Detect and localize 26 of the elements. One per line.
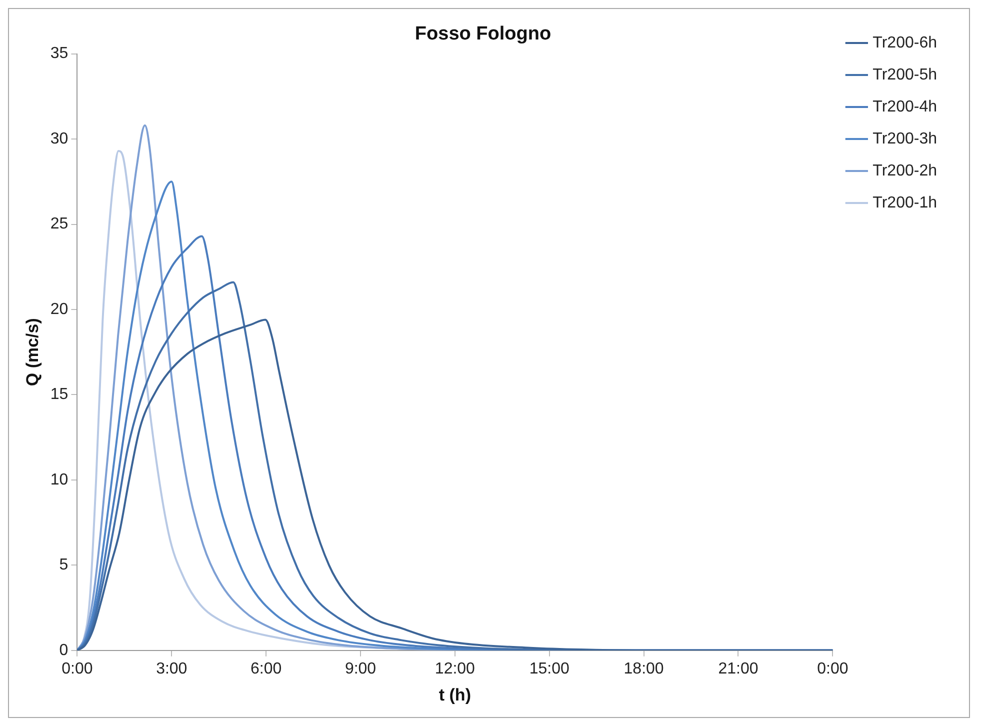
x-tick-label: 15:00 xyxy=(529,660,570,678)
chart-title: Fosso Fologno xyxy=(414,24,552,45)
y-tick-label: 25 xyxy=(50,216,68,233)
x-tick-label: 3:00 xyxy=(156,660,188,678)
legend-label: Tr200-4h xyxy=(872,98,937,116)
y-tick-label: 15 xyxy=(50,386,68,404)
y-tick-label: 10 xyxy=(50,471,68,488)
y-tick-label: 35 xyxy=(50,45,68,62)
x-tick-label: 9:00 xyxy=(344,660,376,678)
legend-label: Tr200-3h xyxy=(872,130,937,148)
y-tick-label: 0 xyxy=(59,642,68,659)
legend-label: Tr200-5h xyxy=(872,66,937,84)
x-tick-label: 0:00 xyxy=(62,660,93,678)
legend-label: Tr200-2h xyxy=(872,162,937,180)
y-tick-label: 30 xyxy=(50,130,68,148)
x-tick-label: 0:00 xyxy=(817,660,848,678)
y-tick-label: 20 xyxy=(50,300,68,318)
x-axis-title: t (h) xyxy=(438,685,471,704)
legend-label: Tr200-6h xyxy=(872,34,937,52)
x-tick-label: 21:00 xyxy=(718,660,758,678)
legend-label: Tr200-1h xyxy=(872,194,937,212)
x-tick-label: 12:00 xyxy=(434,660,476,678)
y-axis-title: Q (mc/s) xyxy=(22,318,42,386)
y-tick-label: 5 xyxy=(59,556,68,574)
x-tick-label: 6:00 xyxy=(250,660,282,678)
x-tick-label: 18:00 xyxy=(624,660,664,678)
